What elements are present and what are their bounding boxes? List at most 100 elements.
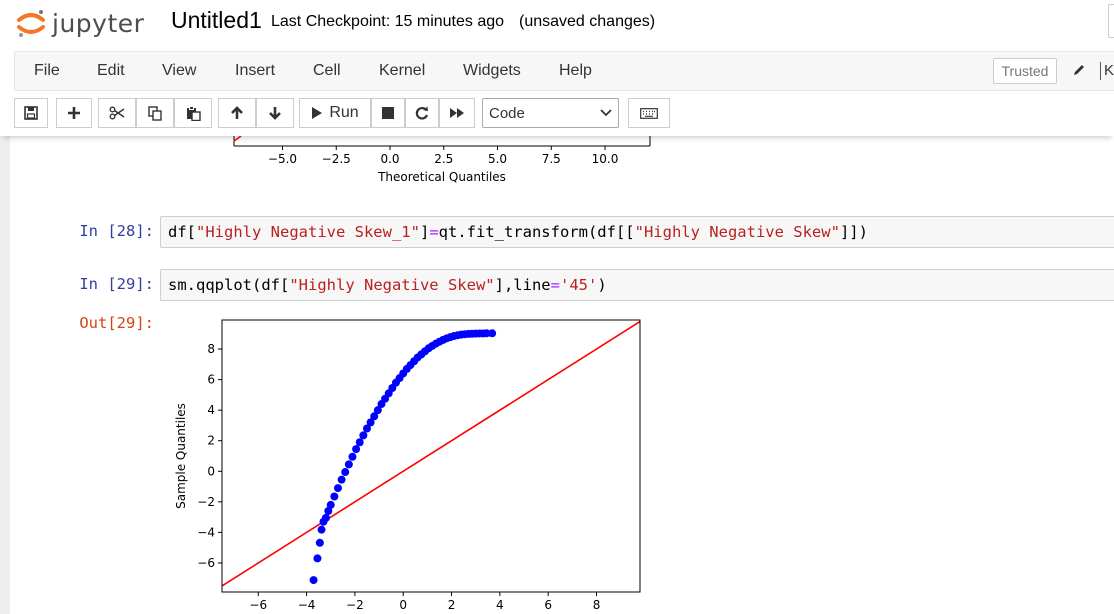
notebook-container: −5.0 −2.5 0.0 2.5 5.0 7.5 10.0 Theoretical Qua…	[0, 136, 1114, 614]
x-tick-label: −4	[298, 598, 316, 612]
run-label: Run	[329, 104, 359, 121]
command-palette-button[interactable]	[628, 98, 670, 128]
menu-file[interactable]: File	[34, 62, 60, 79]
run-button[interactable]: Run	[299, 98, 371, 128]
prev-xtick-label: 2.5	[434, 152, 453, 166]
y-tick-label: 0	[207, 464, 215, 478]
y-tick-label: −2	[197, 495, 215, 509]
logo-text: jupyter	[52, 8, 145, 38]
restart-run-all-button[interactable]	[439, 98, 475, 128]
data-point	[366, 418, 375, 427]
reference-line-45	[221, 320, 641, 587]
cell29-prompt: In [29]:	[79, 275, 154, 293]
data-point	[344, 460, 353, 469]
cell29-input[interactable]: sm.qqplot(df["Highly Negative Skew"],lin…	[160, 269, 1114, 301]
x-tick-label: −6	[249, 598, 267, 612]
fast-forward-icon	[450, 108, 464, 118]
save-icon	[24, 106, 38, 120]
cell28-code[interactable]: df["Highly Negative Skew_1"]=qt.fit_tran…	[168, 223, 868, 241]
x-tick-label: −2	[346, 598, 364, 612]
logout-button-edge[interactable]	[1108, 4, 1114, 38]
x-tick-label: 2	[448, 598, 456, 612]
move-down-button[interactable]	[256, 98, 294, 128]
data-point	[321, 513, 330, 522]
arrow-down-icon	[269, 107, 281, 120]
menu-insert[interactable]: Insert	[235, 62, 276, 79]
data-point	[309, 576, 318, 585]
jupyter-logo-icon	[17, 10, 45, 37]
prev-xlabel: Theoretical Quantiles	[377, 170, 506, 184]
data-point	[348, 452, 357, 461]
y-tick-label: 4	[207, 403, 215, 417]
restart-icon	[415, 106, 429, 120]
notebook-name[interactable]: Untitled1	[171, 7, 262, 33]
cell-type-value: Code	[489, 105, 525, 122]
header: jupyter Untitled1 Last Checkpoint: 15 mi…	[0, 0, 1114, 50]
prev-xtick-label: 5.0	[488, 152, 507, 166]
x-tick-label: 0	[399, 598, 407, 612]
copy-button[interactable]	[136, 98, 174, 128]
restart-button[interactable]	[405, 98, 439, 128]
data-point	[373, 406, 382, 415]
prev-xtick-label: 10.0	[592, 152, 619, 166]
keyboard-icon	[640, 107, 658, 119]
pencil-icon[interactable]	[1071, 62, 1087, 78]
data-point	[330, 492, 339, 501]
cell28-prompt: In [28]:	[79, 222, 154, 240]
copy-icon	[147, 105, 162, 121]
y-tick-label: −6	[197, 556, 215, 570]
menu-widgets[interactable]: Widgets	[463, 62, 521, 79]
menu-help[interactable]: Help	[559, 62, 592, 79]
move-up-button[interactable]	[218, 98, 256, 128]
play-icon	[312, 107, 323, 119]
menu-edit[interactable]: Edit	[97, 62, 125, 79]
data-point	[333, 484, 342, 493]
data-point	[359, 431, 368, 440]
cell29-out-prompt: Out[29]:	[79, 314, 154, 332]
kernel-indicator[interactable]: K	[1100, 62, 1114, 80]
insert-cell-button[interactable]	[56, 98, 92, 128]
qq-plot: −6 −4 −2 0 2 4 6 8 −6 −4 −2 0 2 4 6 8 Sample Quantiles	[174, 319, 641, 612]
cell28-input[interactable]: df["Highly Negative Skew_1"]=qt.fit_tran…	[160, 216, 1114, 248]
prev-xtick-label: −5.0	[268, 152, 297, 166]
chevron-down-icon	[600, 109, 612, 117]
scissors-icon	[109, 106, 125, 120]
data-point	[352, 445, 361, 454]
menu-cell[interactable]: Cell	[313, 62, 341, 79]
y-tick-label: −4	[197, 525, 215, 539]
data-point	[482, 329, 491, 338]
y-axis-label: Sample Quantiles	[174, 403, 188, 509]
trusted-indicator[interactable]: Trusted	[993, 58, 1057, 84]
data-point	[337, 475, 346, 484]
y-tick-label: 6	[207, 373, 215, 387]
paste-icon	[186, 105, 201, 121]
paste-button[interactable]	[174, 98, 212, 128]
data-point	[362, 424, 371, 433]
interrupt-button[interactable]	[371, 98, 405, 128]
prev-plot-tail: −5.0 −2.5 0.0 2.5 5.0 7.5 10.0 Theoretical Qua…	[233, 136, 651, 184]
plus-icon	[68, 107, 80, 119]
data-point	[326, 500, 335, 509]
save-button[interactable]	[14, 98, 48, 128]
plot-frame	[221, 319, 641, 593]
prev-xtick-label: −2.5	[322, 152, 351, 166]
prev-xtick-label: 0.0	[380, 152, 399, 166]
cell-type-select[interactable]: Code	[482, 98, 619, 128]
x-tick-label: 8	[593, 598, 601, 612]
data-point	[313, 554, 322, 563]
data-point	[355, 438, 364, 447]
y-tick-label: 8	[207, 342, 215, 356]
data-point	[315, 538, 324, 547]
cut-button[interactable]	[98, 98, 136, 128]
arrow-up-icon	[231, 106, 243, 119]
y-tick-label: 2	[207, 434, 215, 448]
checkpoint-status: Last Checkpoint: 15 minutes ago	[271, 13, 505, 30]
menu-kernel[interactable]: Kernel	[379, 62, 426, 79]
x-tick-label: 4	[496, 598, 504, 612]
jupyter-logo[interactable]: jupyter	[16, 6, 144, 40]
data-point	[324, 507, 333, 516]
data-point	[317, 525, 326, 534]
data-point	[370, 412, 379, 421]
cell29-code[interactable]: sm.qqplot(df["Highly Negative Skew"],lin…	[168, 276, 607, 294]
menu-view[interactable]: View	[162, 62, 197, 79]
